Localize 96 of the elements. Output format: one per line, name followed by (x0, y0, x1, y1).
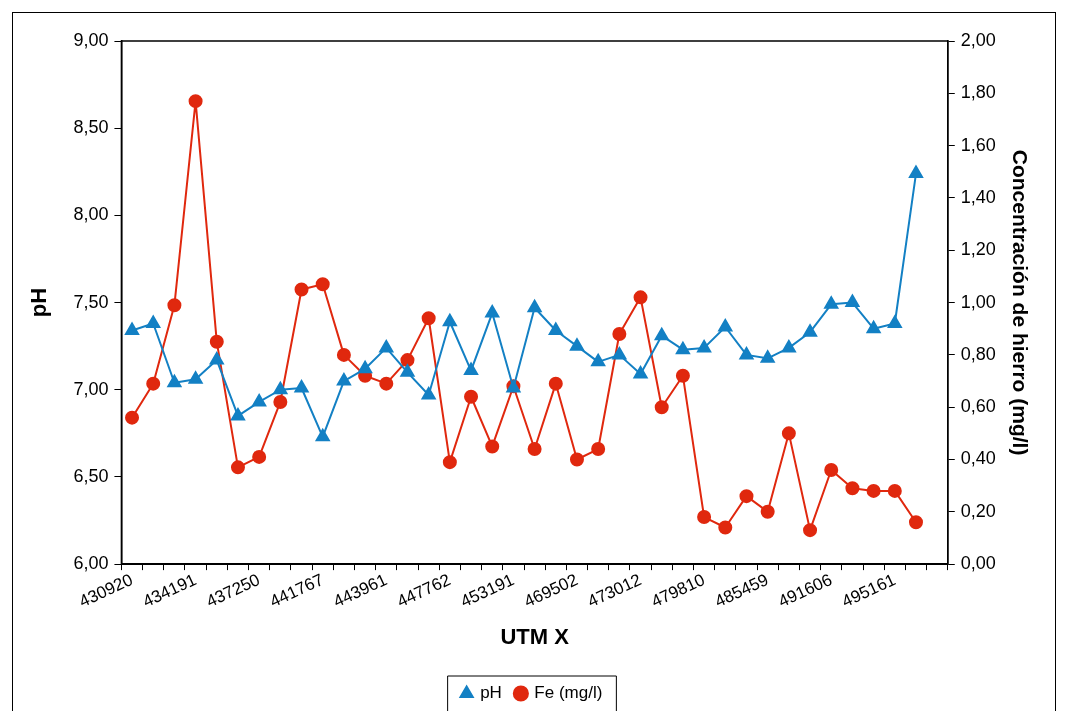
point (442, 455, 457, 470)
y-tick-label: 9,00 (73, 29, 109, 50)
point (633, 290, 648, 305)
point (781, 426, 796, 441)
point (463, 362, 479, 376)
point (273, 381, 288, 395)
point (252, 393, 267, 407)
point (421, 386, 436, 400)
point (209, 352, 224, 365)
point (252, 449, 267, 464)
y-axis-title: pH (26, 287, 52, 318)
point (188, 94, 203, 109)
y-tick-label: 6,00 (73, 553, 109, 574)
point (718, 318, 733, 332)
point (124, 322, 140, 335)
point (421, 311, 436, 326)
point (591, 442, 606, 457)
point (167, 374, 182, 388)
point (315, 277, 330, 292)
point (781, 339, 796, 353)
point (866, 320, 881, 334)
y2-tick-label: 1,80 (960, 82, 996, 103)
y-tick-label: 8,00 (73, 204, 109, 225)
y2-tick-label: 2,00 (960, 29, 996, 50)
point (591, 353, 606, 367)
point (294, 380, 309, 393)
y2-tick-label: 0,80 (960, 343, 996, 364)
point (824, 462, 839, 477)
point (569, 338, 585, 351)
y2-tick-label: 1,00 (960, 291, 996, 312)
y2-tick-label: 0,60 (960, 396, 996, 417)
point (527, 299, 542, 313)
point (527, 442, 542, 457)
point (633, 366, 648, 379)
y2-tick-label: 0,20 (960, 500, 996, 521)
point (230, 407, 246, 421)
y-tick-label: 6,50 (73, 465, 109, 486)
point (845, 294, 860, 308)
point (146, 376, 161, 391)
point (485, 439, 500, 454)
point (548, 322, 563, 335)
point (908, 165, 924, 179)
point (442, 313, 457, 327)
point (803, 523, 818, 538)
point (358, 360, 373, 374)
y2-tick-label: 1,40 (960, 186, 996, 207)
point (400, 353, 415, 368)
point (697, 510, 712, 525)
point (802, 324, 818, 337)
point (294, 282, 309, 297)
point (908, 515, 923, 530)
point (548, 376, 563, 391)
point (866, 483, 881, 498)
point (379, 339, 394, 353)
y2-axis-title: Concentración de hierro (mg/l) (1008, 149, 1032, 456)
point (739, 346, 754, 360)
point (273, 394, 288, 409)
point (336, 347, 351, 362)
y-tick-label: 7,50 (73, 291, 109, 312)
point (718, 520, 733, 535)
point (209, 334, 224, 349)
point (612, 326, 627, 341)
y2-tick-label: 1,20 (960, 239, 996, 260)
point (379, 376, 394, 391)
point (336, 373, 351, 386)
point (887, 315, 902, 328)
point (654, 400, 669, 415)
point (845, 481, 860, 496)
y-tick-label: 7,00 (73, 378, 109, 399)
point (760, 350, 775, 363)
legend-label: pH (480, 683, 502, 703)
point (569, 452, 584, 467)
legend-label: Fe (mg/l) (534, 683, 603, 703)
y-tick-label: 8,50 (73, 117, 109, 138)
point (400, 364, 415, 377)
point (675, 341, 690, 355)
point (485, 305, 500, 318)
y2-tick-label: 0,40 (960, 448, 996, 469)
point (125, 410, 140, 425)
x-axis-title: UTM X (500, 623, 570, 649)
point (739, 489, 754, 504)
point (760, 504, 775, 519)
point (167, 298, 182, 313)
y2-tick-label: 1,60 (960, 134, 996, 155)
point (675, 368, 690, 383)
point (188, 371, 203, 384)
point (230, 460, 245, 475)
point (697, 339, 712, 353)
point (146, 315, 161, 328)
point (654, 327, 669, 341)
point (824, 296, 839, 309)
point (612, 346, 627, 360)
point (315, 428, 330, 442)
point (887, 483, 902, 498)
point (464, 389, 479, 404)
y2-tick-label: 0,00 (960, 553, 996, 574)
